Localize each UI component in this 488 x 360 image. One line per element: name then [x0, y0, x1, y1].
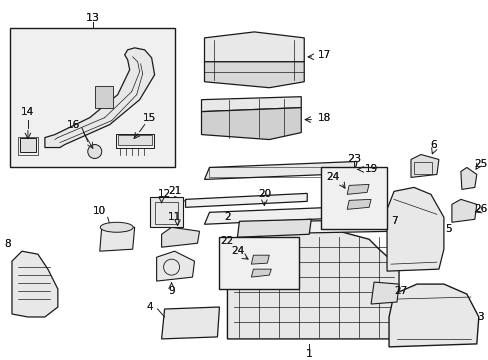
- Text: 18: 18: [317, 113, 330, 123]
- Polygon shape: [237, 219, 310, 237]
- Text: 26: 26: [473, 204, 487, 214]
- Bar: [154, 202, 177, 224]
- Text: 25: 25: [473, 159, 487, 170]
- Polygon shape: [12, 251, 58, 317]
- Text: 4: 4: [146, 302, 153, 312]
- Text: 7: 7: [390, 216, 397, 226]
- Polygon shape: [201, 97, 301, 112]
- Text: 22: 22: [220, 236, 233, 246]
- Bar: [20, 138, 36, 152]
- Text: 12: 12: [158, 189, 171, 199]
- Text: 22: 22: [220, 236, 233, 246]
- Text: 19: 19: [364, 165, 377, 175]
- Text: 14: 14: [21, 107, 35, 117]
- Text: 23: 23: [346, 154, 361, 165]
- Text: 1: 1: [305, 349, 312, 359]
- Polygon shape: [451, 199, 476, 222]
- Text: 27: 27: [394, 286, 407, 296]
- Text: 27: 27: [394, 286, 407, 296]
- Text: 23: 23: [346, 154, 361, 165]
- Polygon shape: [185, 193, 306, 207]
- Text: 24: 24: [230, 246, 244, 256]
- Text: 2: 2: [224, 212, 230, 222]
- Polygon shape: [251, 269, 271, 277]
- Text: 24: 24: [230, 246, 244, 256]
- Text: 6: 6: [430, 140, 436, 149]
- Text: 15: 15: [142, 113, 156, 123]
- Bar: [219, 237, 299, 289]
- Text: 10: 10: [93, 206, 106, 216]
- Text: 13: 13: [85, 13, 100, 23]
- Polygon shape: [460, 167, 476, 189]
- Bar: [321, 167, 386, 229]
- Bar: [18, 136, 38, 154]
- Text: 3: 3: [476, 312, 483, 322]
- Text: 14: 14: [21, 107, 35, 117]
- Bar: [116, 134, 153, 148]
- Polygon shape: [156, 251, 194, 281]
- Polygon shape: [251, 255, 269, 264]
- Polygon shape: [161, 307, 219, 339]
- Text: 11: 11: [167, 212, 181, 222]
- Text: 3: 3: [476, 312, 483, 322]
- Text: 8: 8: [5, 239, 11, 249]
- Text: 16: 16: [67, 120, 81, 130]
- Text: 4: 4: [146, 302, 153, 312]
- Bar: [209, 167, 348, 177]
- Polygon shape: [388, 284, 478, 347]
- Polygon shape: [370, 282, 398, 304]
- Text: 9: 9: [168, 286, 175, 296]
- Polygon shape: [346, 184, 368, 194]
- Polygon shape: [204, 206, 356, 224]
- Polygon shape: [45, 48, 154, 148]
- Text: 5: 5: [445, 224, 451, 234]
- Text: 18: 18: [317, 113, 330, 123]
- Polygon shape: [204, 162, 356, 179]
- Text: 6: 6: [430, 140, 436, 149]
- Circle shape: [88, 144, 102, 158]
- Text: 8: 8: [5, 239, 11, 249]
- Text: 21: 21: [167, 186, 181, 197]
- Text: 13: 13: [85, 13, 100, 23]
- Text: 1: 1: [305, 349, 312, 359]
- Polygon shape: [346, 199, 370, 209]
- Text: 19: 19: [364, 165, 377, 175]
- Text: 25: 25: [473, 159, 487, 170]
- Text: 21: 21: [167, 186, 181, 197]
- Polygon shape: [204, 62, 304, 88]
- Ellipse shape: [100, 222, 133, 232]
- Text: 15: 15: [142, 113, 156, 123]
- Polygon shape: [386, 188, 443, 271]
- Bar: [95, 86, 113, 108]
- Bar: [118, 135, 151, 144]
- Polygon shape: [204, 32, 304, 62]
- Text: 20: 20: [257, 189, 270, 199]
- Text: 12: 12: [158, 189, 171, 199]
- Polygon shape: [239, 219, 396, 234]
- Text: 17: 17: [317, 50, 330, 60]
- Polygon shape: [100, 227, 134, 251]
- Text: 2: 2: [224, 212, 230, 222]
- Text: 5: 5: [445, 224, 451, 234]
- Text: 10: 10: [93, 206, 106, 216]
- Text: 20: 20: [257, 189, 270, 199]
- Bar: [413, 162, 431, 175]
- Polygon shape: [161, 227, 199, 247]
- Bar: [10, 28, 174, 167]
- Text: 26: 26: [473, 204, 487, 214]
- Text: 17: 17: [317, 50, 330, 60]
- Polygon shape: [410, 154, 438, 177]
- Polygon shape: [227, 231, 398, 339]
- Text: 11: 11: [167, 212, 181, 222]
- Polygon shape: [201, 108, 301, 140]
- Text: 9: 9: [168, 286, 175, 296]
- Text: 24: 24: [326, 172, 339, 183]
- Bar: [149, 197, 182, 227]
- Text: 16: 16: [67, 120, 81, 130]
- Text: 7: 7: [390, 216, 397, 226]
- Text: 24: 24: [326, 172, 339, 183]
